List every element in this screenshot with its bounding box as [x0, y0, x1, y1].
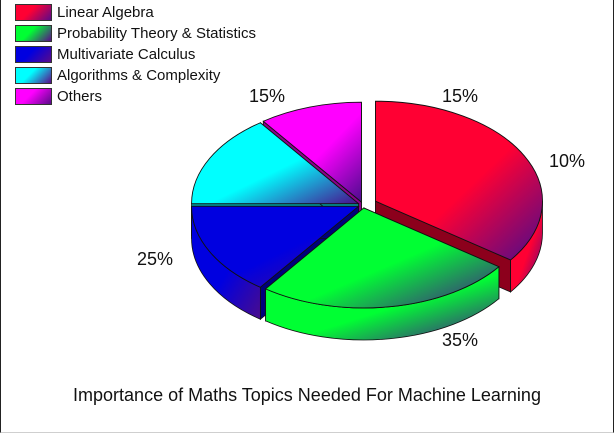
- legend-item-linear-algebra: Linear Algebra: [15, 2, 256, 23]
- chart-title: Importance of Maths Topics Needed For Ma…: [73, 385, 541, 405]
- pie-slice-linear-algebra: [375, 100, 543, 261]
- slice-label-probability: 25%: [137, 249, 174, 269]
- legend-item-probability: Probability Theory & Statistics: [15, 23, 256, 44]
- pie-slice-algorithms-complexity: [191, 122, 360, 205]
- legend-label: Linear Algebra: [57, 4, 154, 21]
- pie-slice-others: [262, 101, 362, 204]
- pie-slice-probability-theory-statistics: [264, 207, 500, 309]
- legend-label: Others: [57, 88, 103, 105]
- legend-item-others: Others: [15, 86, 256, 107]
- legend: Linear Algebra Probability Theory & Stat…: [15, 2, 256, 107]
- pie-chart: [191, 100, 543, 341]
- legend-swatch: [15, 4, 52, 21]
- pie-top-faces: [191, 100, 543, 309]
- legend-swatch: [15, 88, 52, 105]
- slice-label-linear-algebra: 35%: [442, 330, 479, 350]
- pie-slice-multivariate-calculus: [191, 205, 360, 288]
- legend-swatch: [15, 67, 52, 84]
- slice-label-multivariate-calculus: 15%: [249, 86, 286, 106]
- legend-label: Multivariate Calculus: [57, 46, 196, 63]
- legend-label: Algorithms & Complexity: [57, 67, 221, 84]
- slice-label-others: 10%: [549, 151, 586, 171]
- legend-label: Probability Theory & Statistics: [57, 25, 256, 42]
- slice-label-algorithms: 15%: [442, 86, 479, 106]
- legend-swatch: [15, 25, 52, 42]
- legend-item-algorithms: Algorithms & Complexity: [15, 65, 256, 86]
- legend-swatch: [15, 46, 52, 63]
- legend-item-multivariate-calculus: Multivariate Calculus: [15, 44, 256, 65]
